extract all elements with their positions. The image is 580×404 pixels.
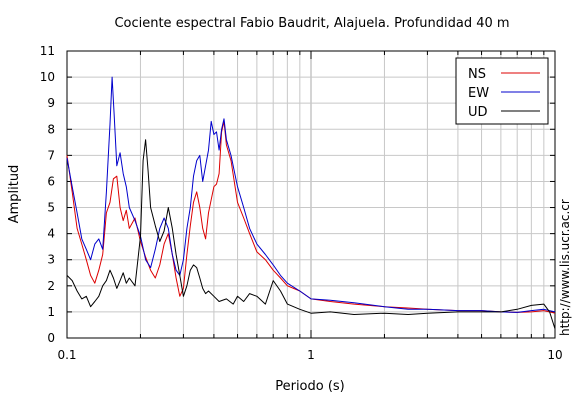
- y-tick-label: 5: [47, 201, 55, 215]
- y-tick-label: 11: [40, 44, 55, 58]
- legend-label-ns: NS: [468, 67, 486, 82]
- legend-box: [455, 57, 549, 125]
- x-axis-label: Periodo (s): [275, 379, 345, 394]
- series-lines: [66, 76, 556, 330]
- url-watermark: http://www.lis.ucr.ac.cr: [558, 199, 572, 336]
- x-tick-label: 1: [307, 348, 315, 362]
- y-tick-label: 7: [47, 148, 55, 162]
- axes: 0 1 2 3 4 5 6 7 8 9 10 11 0.1 1 10: [40, 44, 563, 362]
- legend-label-ew: EW: [468, 86, 489, 101]
- y-tick-label: 1: [47, 305, 55, 319]
- y-tick-label: 0: [47, 331, 55, 345]
- x-tick-label: 10: [547, 348, 562, 362]
- y-tick-label: 3: [47, 253, 55, 267]
- y-tick-label: 8: [47, 122, 55, 136]
- y-tick-label: 2: [47, 279, 55, 293]
- y-tick-label: 10: [40, 70, 55, 84]
- legend-label-ud: UD: [468, 105, 488, 120]
- series-line-ud: [66, 139, 556, 330]
- series-line-ns: [66, 120, 556, 314]
- chart-title: Cociente espectral Fabio Baudrit, Alajue…: [114, 16, 509, 31]
- y-axis-label: Amplitud: [7, 165, 22, 224]
- y-tick-label: 4: [47, 227, 55, 241]
- legend: NS EW UD: [455, 57, 549, 125]
- x-tick-label: 0.1: [57, 348, 76, 362]
- y-tick-label: 9: [47, 96, 55, 110]
- y-tick-label: 6: [47, 174, 55, 188]
- series-line-ew: [66, 76, 556, 313]
